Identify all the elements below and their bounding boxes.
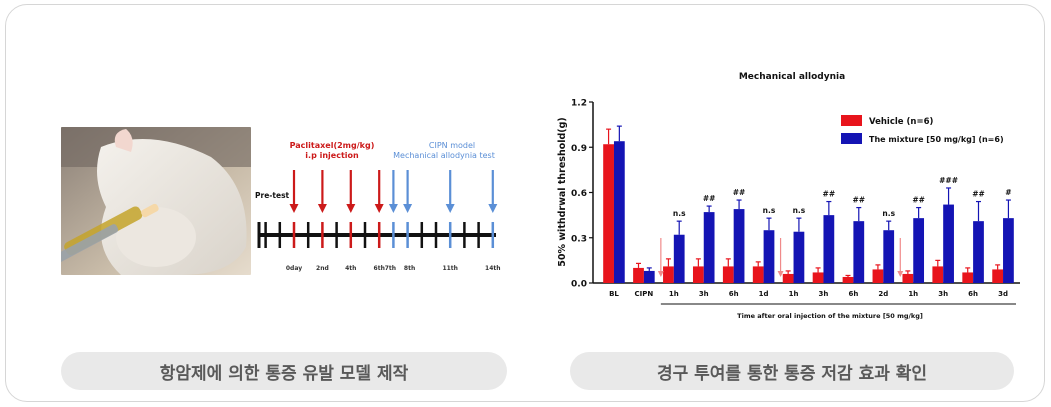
bar-mixture bbox=[613, 141, 625, 283]
y-tick-label: 0.0 bbox=[571, 280, 587, 290]
bar-vehicle bbox=[842, 276, 854, 283]
injection-arrow-head bbox=[374, 204, 384, 213]
injection-arrow-head bbox=[289, 204, 299, 213]
caption-oral-effect: 경구 투여를 통한 통증 저감 효과 확인 bbox=[570, 352, 1014, 390]
x-tick-label: 6h bbox=[968, 290, 978, 298]
legend-label-mixture: The mixture [50 mg/kg] (n=6) bbox=[869, 135, 1004, 144]
bar-mixture bbox=[1003, 218, 1014, 283]
bar-vehicle bbox=[932, 266, 944, 283]
day-label: 4th bbox=[345, 265, 356, 272]
mouse-injection-photo bbox=[61, 127, 251, 275]
bar-mixture bbox=[913, 218, 925, 283]
day-label: 6th bbox=[374, 265, 385, 272]
significance-label: ## bbox=[972, 190, 985, 199]
bar-mixture bbox=[763, 230, 775, 283]
significance-label: n.s bbox=[882, 209, 895, 218]
model-label-line1: CIPN model bbox=[429, 141, 475, 150]
bar-vehicle bbox=[782, 273, 794, 283]
x-tick-label: 3d bbox=[998, 290, 1008, 298]
bar-mixture bbox=[823, 215, 835, 283]
day-label: 2nd bbox=[316, 265, 329, 272]
bar-mixture bbox=[643, 270, 655, 283]
experiment-timeline: Paclitaxel(2mg/kg) i.p injection CIPN mo… bbox=[252, 137, 510, 277]
x-tick-label: 3h bbox=[819, 290, 829, 298]
drug-label-line1: Paclitaxel(2mg/kg) bbox=[290, 141, 375, 150]
test-arrow-head bbox=[403, 204, 413, 213]
bar-vehicle bbox=[603, 144, 614, 283]
x-tick-label: CIPN bbox=[635, 290, 654, 298]
legend-label-vehicle: Vehicle (n=6) bbox=[869, 117, 933, 127]
bar-mixture bbox=[673, 234, 685, 283]
bar-vehicle bbox=[722, 266, 734, 283]
test-arrow-head bbox=[388, 204, 398, 213]
x-tick-label: 3h bbox=[938, 290, 948, 298]
drug-label-line2: i.p injection bbox=[305, 151, 359, 160]
significance-label: ## bbox=[733, 188, 746, 197]
bar-mixture bbox=[853, 221, 865, 283]
x-tick-label: 1d bbox=[759, 290, 769, 298]
x-tick-label: 1h bbox=[669, 290, 679, 298]
significance-label: n.s bbox=[793, 206, 806, 215]
bar-vehicle bbox=[812, 272, 824, 283]
y-tick-label: 1.2 bbox=[571, 99, 587, 109]
legend-swatch-mixture bbox=[841, 133, 862, 144]
significance-label: n.s bbox=[673, 209, 686, 218]
bar-mixture bbox=[973, 221, 984, 283]
legend-swatch-vehicle bbox=[841, 115, 862, 126]
significance-label: # bbox=[1005, 188, 1011, 197]
test-arrow-head bbox=[488, 204, 498, 213]
chart-title: Mechanical allodynia bbox=[739, 72, 845, 82]
x-tick-label: 6h bbox=[729, 290, 739, 298]
bar-vehicle bbox=[902, 273, 914, 283]
significance-label: n.s bbox=[763, 206, 776, 215]
day-label: 7th bbox=[385, 265, 396, 272]
bar-vehicle bbox=[962, 272, 974, 283]
x-tick-label: 2d bbox=[878, 290, 888, 298]
significance-label: ## bbox=[912, 196, 925, 205]
x-tick-label: 1h bbox=[789, 290, 799, 298]
bar-mixture bbox=[883, 230, 895, 283]
bar-vehicle bbox=[752, 266, 764, 283]
y-axis-label: 50% withdrwal threshold(g) bbox=[557, 117, 568, 267]
treatment-arrow-head bbox=[897, 271, 904, 277]
allodynia-chart: Mechanical allodynia 50% withdrwal thres… bbox=[548, 62, 1028, 327]
legend: Vehicle (n=6) The mixture [50 mg/kg] (n=… bbox=[841, 115, 1004, 144]
caption-model-creation: 항암제에 의한 통증 유발 모델 제작 bbox=[61, 352, 507, 390]
significance-label: ## bbox=[823, 190, 836, 199]
y-tick-label: 0.3 bbox=[571, 234, 587, 244]
x-axis-label: Time after oral injection of the mixture… bbox=[737, 312, 923, 320]
chart-marks: 0.0 0.3 0.6 0.9 1.2 BL CIPN n.s 1h ## 3h ## 6h n.s 1d n… bbox=[571, 99, 1020, 305]
bar-vehicle bbox=[872, 269, 884, 283]
x-tick-label: 3h bbox=[699, 290, 709, 298]
y-tick-label: 0.9 bbox=[571, 144, 587, 154]
significance-label: ## bbox=[852, 196, 865, 205]
day-label: 14th bbox=[485, 265, 501, 272]
bar-vehicle bbox=[692, 266, 704, 283]
injection-arrow-head bbox=[346, 204, 356, 213]
x-tick-label: 1h bbox=[908, 290, 918, 298]
y-tick-label: 0.6 bbox=[571, 189, 587, 199]
pretest-label: Pre-test bbox=[255, 191, 290, 200]
bar-mixture bbox=[703, 212, 715, 283]
day-label: 0day bbox=[286, 265, 302, 272]
significance-label: ## bbox=[703, 194, 716, 203]
bar-mixture bbox=[943, 204, 954, 283]
day-label: 11th bbox=[442, 265, 458, 272]
treatment-arrow-head bbox=[657, 271, 664, 277]
bar-vehicle bbox=[992, 269, 1004, 283]
timeline-marks: 0day 2nd 4th 6th 7th 8th 11th 14th bbox=[257, 170, 501, 272]
treatment-arrow-head bbox=[777, 271, 784, 277]
bar-mixture bbox=[733, 209, 745, 283]
test-arrow-head bbox=[445, 204, 455, 213]
x-tick-label: BL bbox=[609, 290, 619, 298]
model-label-line2: Mechanical allodynia test bbox=[393, 151, 495, 160]
bar-vehicle bbox=[633, 267, 644, 283]
day-label: 8th bbox=[404, 265, 415, 272]
significance-label: ### bbox=[939, 176, 958, 185]
x-tick-label: 6h bbox=[848, 290, 858, 298]
bar-vehicle bbox=[663, 266, 674, 283]
injection-arrow-head bbox=[317, 204, 327, 213]
bar-mixture bbox=[793, 231, 805, 283]
